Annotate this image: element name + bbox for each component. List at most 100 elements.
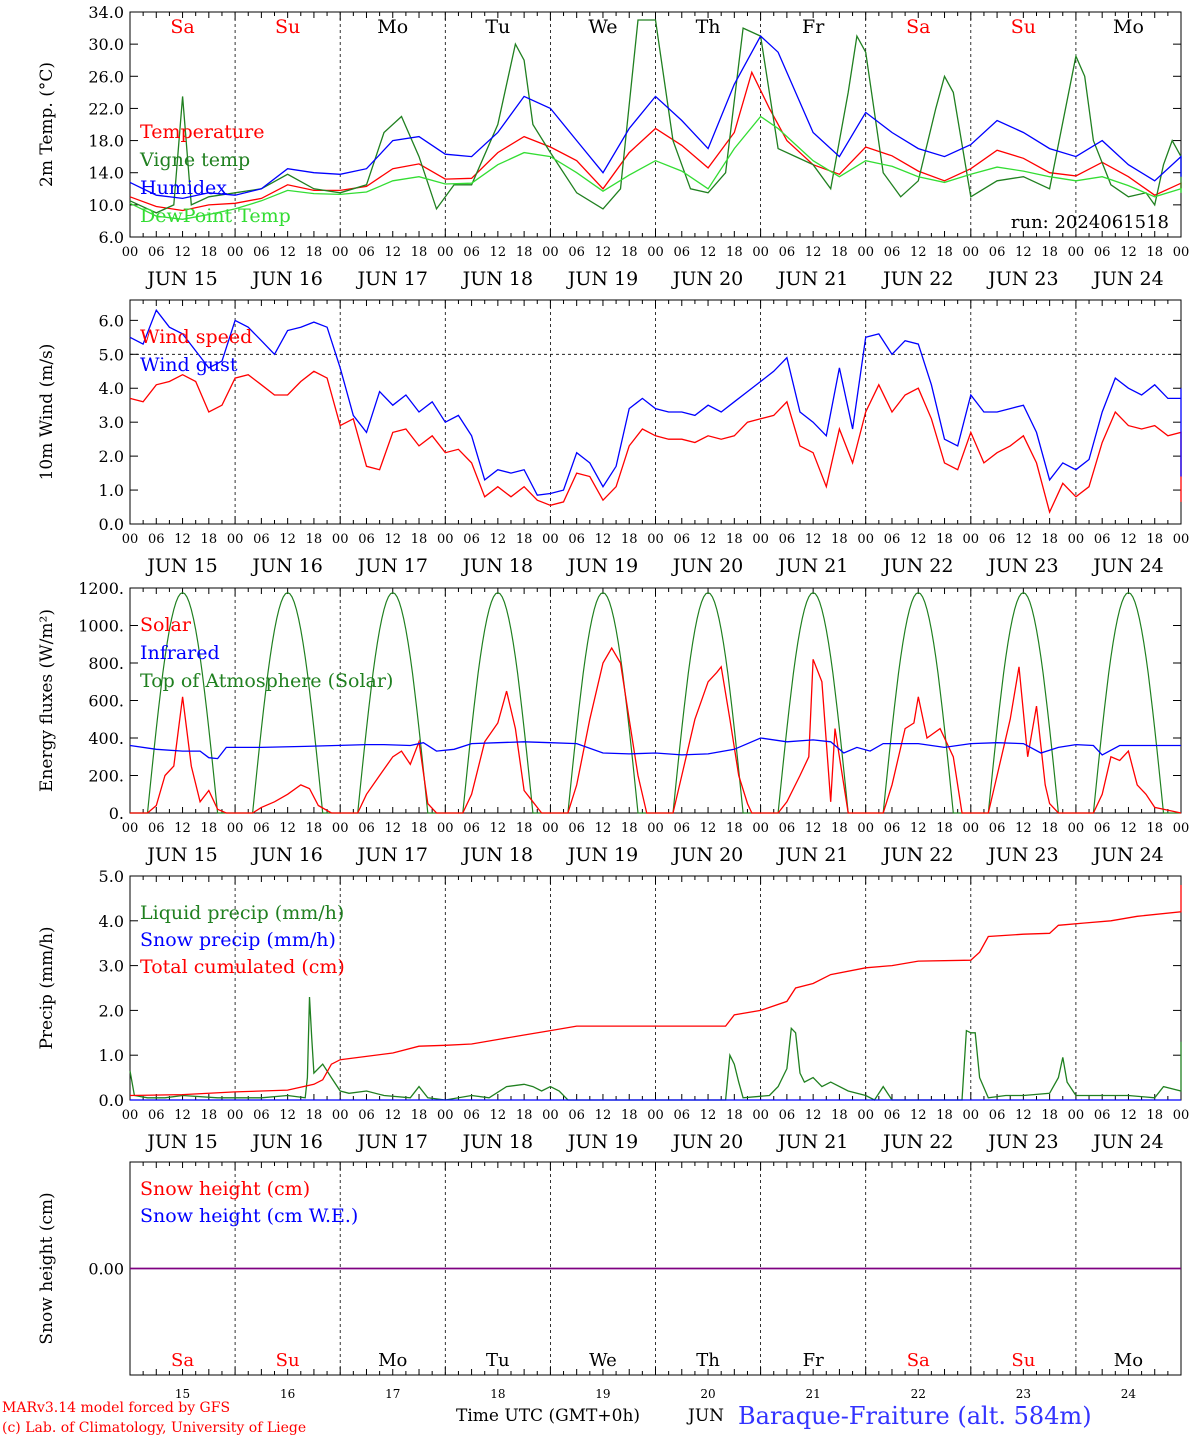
legend-entry: Wind speed bbox=[140, 326, 252, 348]
hour-tick-label: 12 bbox=[384, 821, 401, 836]
day-name: Su bbox=[1011, 1350, 1035, 1371]
hour-tick-label: 12 bbox=[700, 245, 717, 260]
hour-tick-label: 18 bbox=[831, 532, 848, 547]
day-number: 22 bbox=[911, 1387, 926, 1401]
hour-tick-label: 12 bbox=[384, 245, 401, 260]
date-label: JUN 17 bbox=[356, 1131, 428, 1153]
day-name: Su bbox=[275, 16, 300, 38]
hour-tick-label: 18 bbox=[306, 1108, 323, 1123]
legend-entry: Humidex bbox=[140, 177, 227, 199]
y-tick-label: 0. bbox=[109, 804, 124, 823]
y-tick-label: 0.0 bbox=[99, 515, 124, 534]
hour-tick-label: 00 bbox=[1068, 245, 1085, 260]
hour-tick-label: 00 bbox=[752, 821, 769, 836]
date-label: JUN 21 bbox=[776, 1131, 848, 1153]
date-label: JUN 16 bbox=[250, 268, 322, 290]
day-number: 16 bbox=[280, 1387, 295, 1401]
hour-tick-label: 00 bbox=[1068, 1108, 1085, 1123]
hour-tick-label: 00 bbox=[752, 1108, 769, 1123]
hour-tick-label: 12 bbox=[384, 532, 401, 547]
hour-tick-label: 12 bbox=[1015, 821, 1032, 836]
hour-tick-label: 00 bbox=[752, 532, 769, 547]
hour-tick-label: 18 bbox=[306, 532, 323, 547]
hour-tick-label: 12 bbox=[805, 821, 822, 836]
hour-tick-label: 12 bbox=[805, 245, 822, 260]
hour-tick-label: 12 bbox=[700, 821, 717, 836]
y-tick-label: 26.0 bbox=[88, 67, 124, 86]
hour-tick-label: 12 bbox=[595, 245, 612, 260]
day-name: Th bbox=[696, 16, 721, 38]
date-label: JUN 15 bbox=[145, 1131, 217, 1153]
hour-tick-label: 18 bbox=[1146, 821, 1163, 836]
panel-temperature: 6.0 10.0 14.0 18.0 22.0 26.0 30.0 34.0 2m Temp. … bbox=[37, 3, 1189, 290]
y-axis-title: Precip (mm/h) bbox=[37, 926, 57, 1049]
date-label: JUN 23 bbox=[986, 268, 1058, 290]
hour-tick-label: 00 bbox=[1068, 532, 1085, 547]
hour-tick-label: 06 bbox=[358, 245, 375, 260]
hour-tick-label: 00 bbox=[857, 532, 874, 547]
station-label: Baraque-Fraiture (alt. 584m) bbox=[738, 1402, 1092, 1430]
date-label: JUN 18 bbox=[461, 555, 533, 577]
day-name: Tu bbox=[485, 16, 510, 38]
hour-tick-label: 00 bbox=[1173, 821, 1190, 836]
hour-tick-label: 00 bbox=[857, 245, 874, 260]
hour-tick-label: 12 bbox=[805, 532, 822, 547]
hour-tick-label: 06 bbox=[148, 245, 165, 260]
legend-entry: Total cumulated (cm) bbox=[140, 956, 345, 978]
panel-energy: 0. 200. 400. 600. 800. 1000. 1200. Energy fluxe… bbox=[37, 579, 1189, 866]
day-number: 18 bbox=[490, 1387, 505, 1401]
date-label: JUN 21 bbox=[776, 268, 848, 290]
series-line-infrared bbox=[129, 737, 1181, 760]
hour-tick-label: 12 bbox=[490, 532, 507, 547]
hour-tick-label: 12 bbox=[700, 532, 717, 547]
hour-tick-label: 12 bbox=[1120, 245, 1137, 260]
series-line-liquid-precip-mm-h bbox=[129, 996, 1182, 1101]
hour-tick-label: 18 bbox=[1041, 245, 1058, 260]
date-label: JUN 18 bbox=[461, 1131, 533, 1153]
hour-tick-label: 06 bbox=[253, 821, 270, 836]
y-tick-label: 1000. bbox=[78, 617, 124, 636]
time-axis-label: Time UTC (GMT+0h) bbox=[456, 1406, 641, 1426]
day-number: 17 bbox=[385, 1387, 400, 1401]
hour-tick-label: 06 bbox=[148, 821, 165, 836]
hour-tick-label: 00 bbox=[227, 1108, 244, 1123]
hour-tick-label: 00 bbox=[227, 245, 244, 260]
hour-tick-label: 06 bbox=[253, 532, 270, 547]
hour-tick-label: 18 bbox=[1041, 1108, 1058, 1123]
hour-tick-label: 06 bbox=[358, 1108, 375, 1123]
hour-tick-label: 18 bbox=[726, 532, 743, 547]
day-number: 20 bbox=[700, 1387, 715, 1401]
hour-tick-label: 00 bbox=[647, 1108, 664, 1123]
y-tick-label: 600. bbox=[88, 692, 124, 711]
hour-tick-label: 06 bbox=[674, 821, 691, 836]
date-label: JUN 18 bbox=[461, 268, 533, 290]
hour-tick-label: 12 bbox=[1120, 1108, 1137, 1123]
hour-tick-label: 18 bbox=[516, 532, 533, 547]
date-label: JUN 24 bbox=[1091, 268, 1163, 290]
legend-entry: Solar bbox=[140, 614, 192, 636]
y-tick-label: 200. bbox=[88, 767, 124, 786]
day-name: Mo bbox=[377, 16, 408, 38]
hour-tick-label: 18 bbox=[1041, 821, 1058, 836]
hour-tick-label: 06 bbox=[884, 1108, 901, 1123]
y-tick-label: 22.0 bbox=[88, 99, 124, 118]
hour-tick-label: 00 bbox=[332, 245, 349, 260]
y-tick-label: 6.0 bbox=[99, 311, 124, 330]
hour-tick-label: 18 bbox=[1041, 532, 1058, 547]
hour-tick-label: 00 bbox=[963, 245, 980, 260]
day-name: Su bbox=[276, 1350, 300, 1371]
hour-tick-label: 12 bbox=[174, 821, 191, 836]
day-name: We bbox=[588, 16, 617, 38]
hour-tick-label: 12 bbox=[700, 1108, 717, 1123]
hour-tick-label: 06 bbox=[568, 1108, 585, 1123]
hour-tick-label: 06 bbox=[884, 245, 901, 260]
date-label: JUN 20 bbox=[671, 268, 743, 290]
hour-tick-label: 18 bbox=[936, 245, 953, 260]
hour-tick-label: 12 bbox=[279, 821, 296, 836]
hour-tick-label: 06 bbox=[1094, 532, 1111, 547]
hour-tick-label: 06 bbox=[779, 821, 796, 836]
day-name: Su bbox=[1011, 16, 1036, 38]
day-number: 15 bbox=[175, 1387, 190, 1401]
y-tick-label: 0.00 bbox=[88, 1260, 124, 1279]
